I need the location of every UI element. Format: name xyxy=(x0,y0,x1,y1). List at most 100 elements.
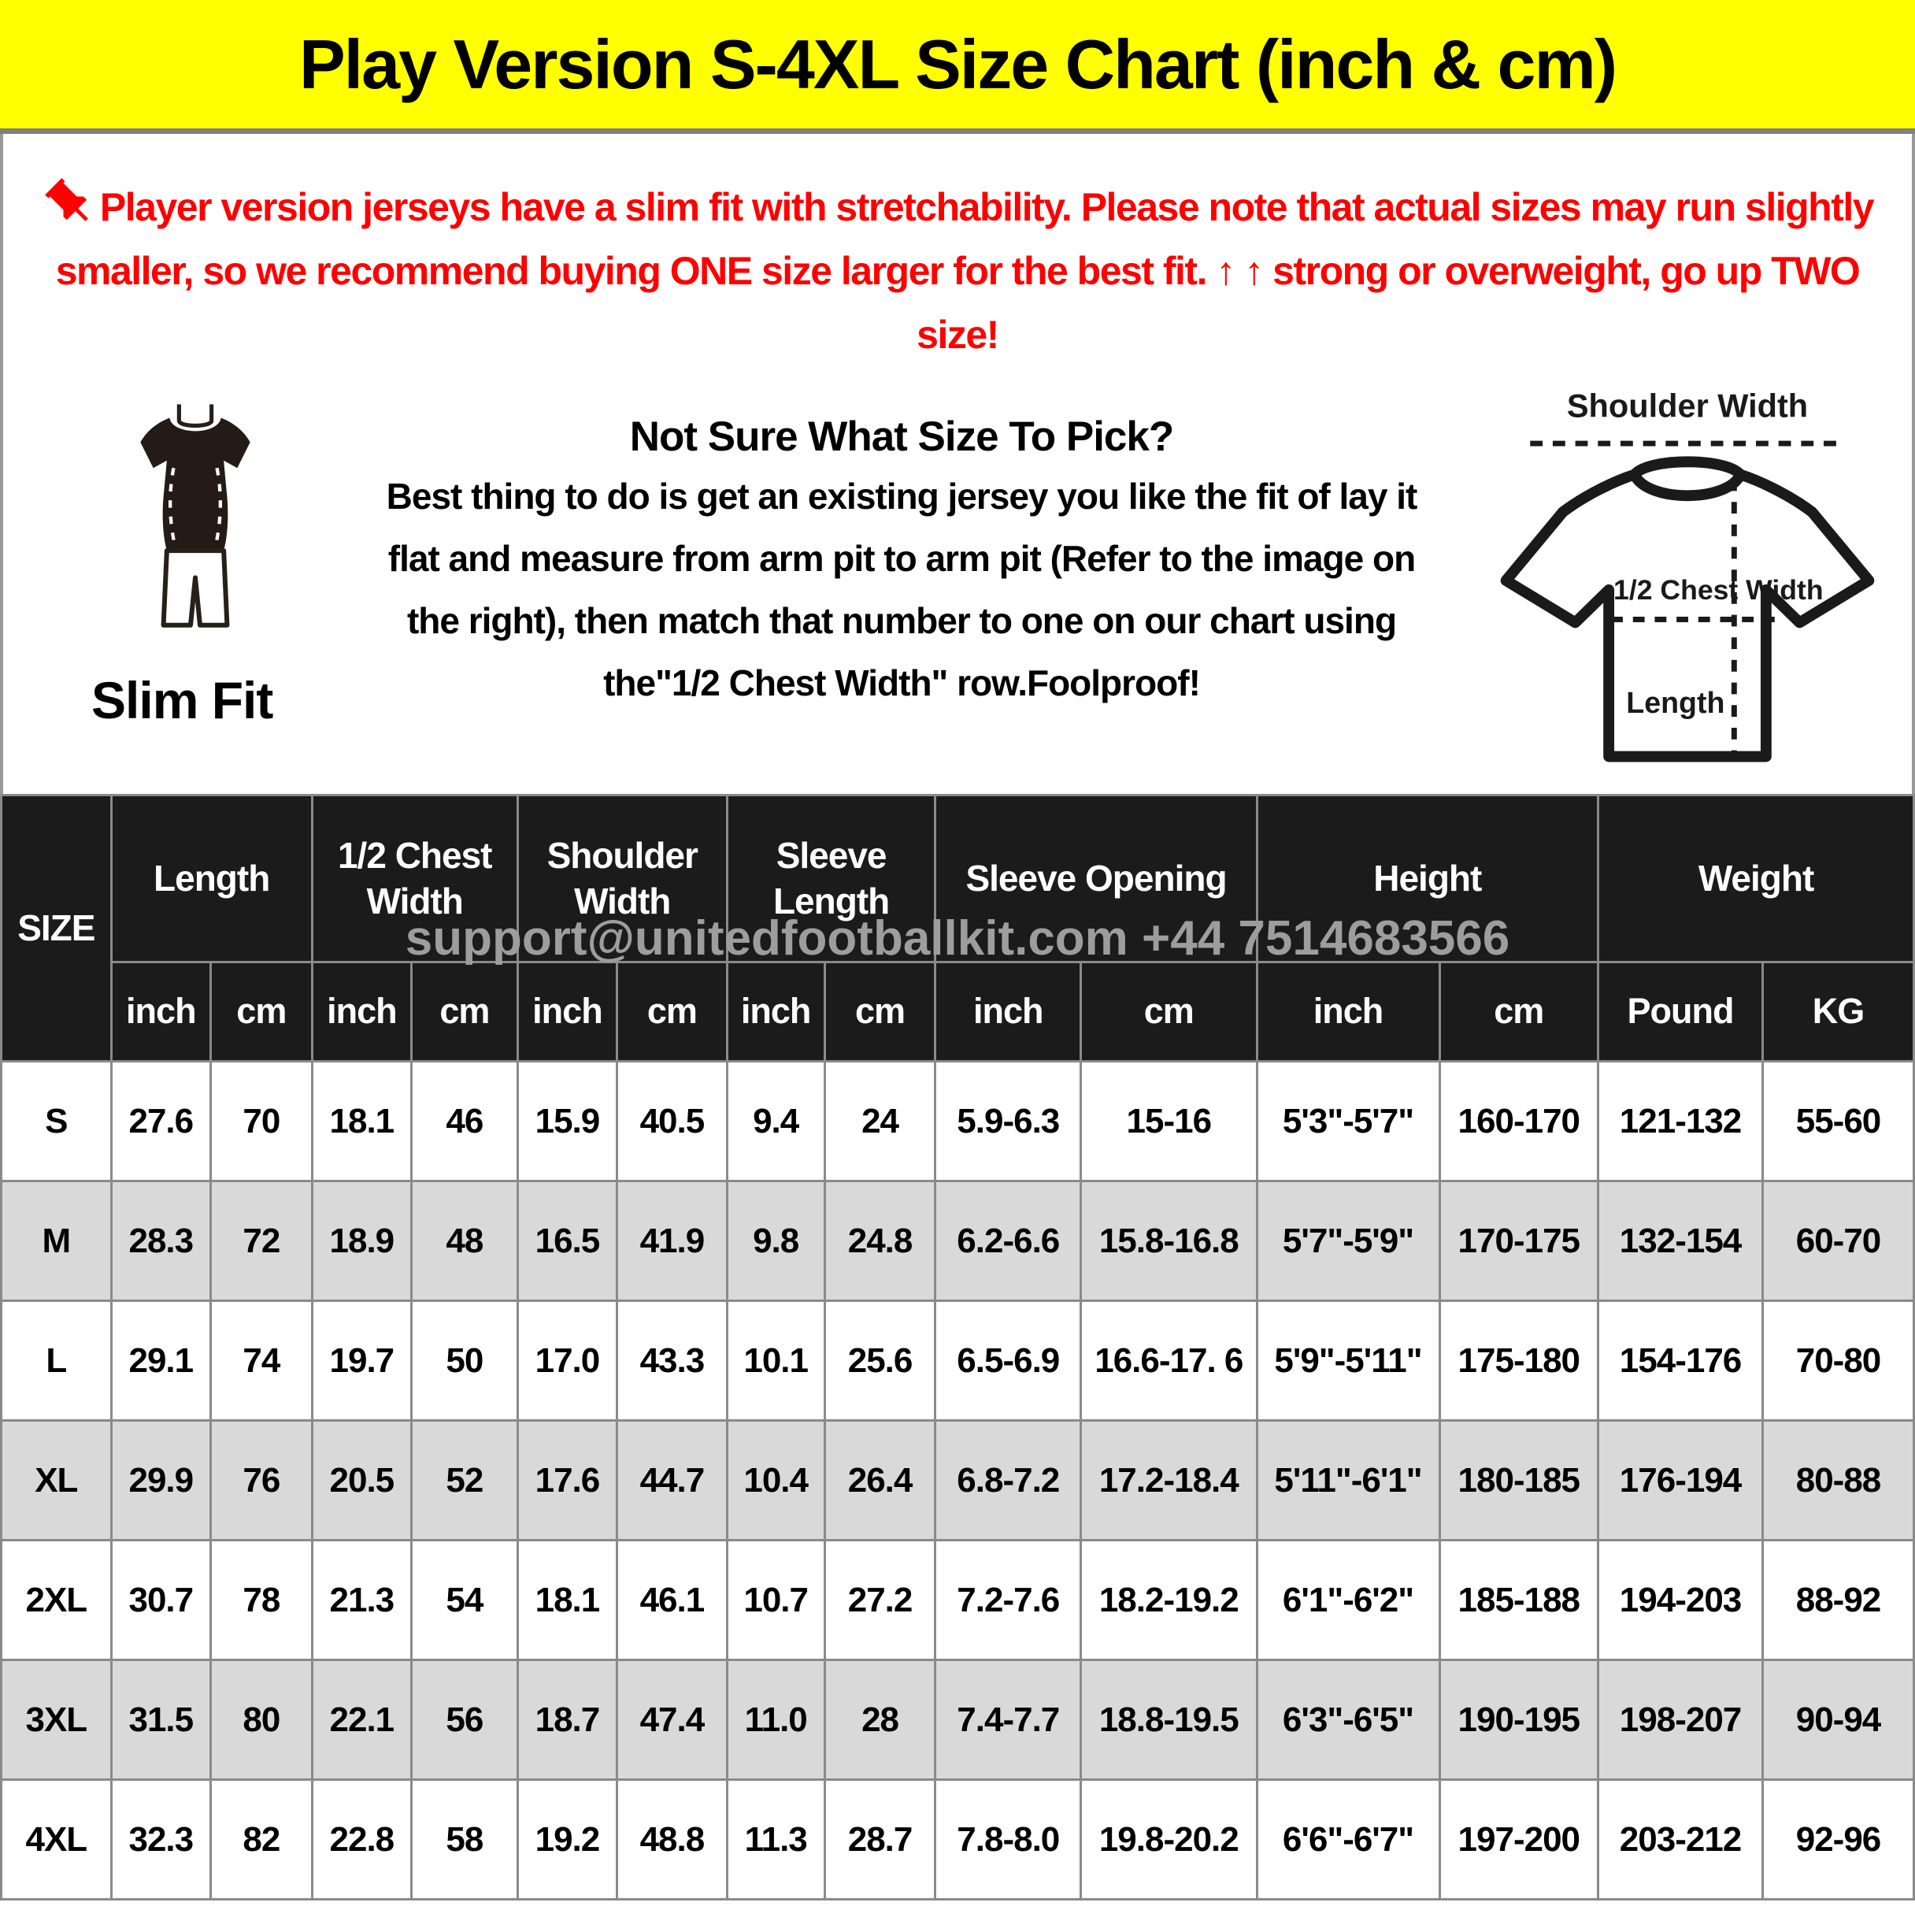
unit-header: KG xyxy=(1761,961,1915,1062)
value-cell: 25.6 xyxy=(823,1300,937,1422)
value-cell: 60-70 xyxy=(1761,1180,1915,1302)
value-cell: 194-203 xyxy=(1597,1539,1764,1661)
value-cell: 44.7 xyxy=(616,1419,728,1541)
table-group-header-row: SIZE Length 1/2 Chest Width Shoulder Wid… xyxy=(0,794,1915,1062)
value-cell: 20.5 xyxy=(310,1419,413,1541)
value-cell: 78 xyxy=(209,1539,313,1661)
notice-post-arrow: strong or overweight, go up TWO size! xyxy=(917,249,1861,357)
value-cell: 170-175 xyxy=(1438,1180,1600,1302)
value-cell: 7.2-7.6 xyxy=(934,1539,1083,1661)
slim-fit-jersey-icon xyxy=(140,404,250,628)
value-cell: 17.0 xyxy=(516,1300,619,1422)
value-cell: 24.8 xyxy=(823,1180,937,1302)
unit-header: inch xyxy=(109,961,212,1062)
value-cell: 7.4-7.7 xyxy=(934,1659,1083,1781)
value-cell: 15.8-16.8 xyxy=(1080,1180,1258,1302)
value-cell: 203-212 xyxy=(1597,1778,1764,1900)
value-cell: 26.4 xyxy=(823,1419,937,1541)
size-chart-table: SIZE Length 1/2 Chest Width Shoulder Wid… xyxy=(0,794,1915,1900)
value-cell: 32.3 xyxy=(109,1778,212,1900)
group-header-weight: Weight xyxy=(1597,794,1915,963)
table-row: 3XL 31.5 80 22.1 56 18.7 47.4 11.0 28 7.4-7.7 18.8… xyxy=(0,1659,1915,1781)
value-cell: 82 xyxy=(209,1778,313,1900)
diagram-shoulder-label: Shoulder Width xyxy=(1567,387,1808,424)
value-cell: 48 xyxy=(409,1180,519,1302)
value-cell: 58 xyxy=(409,1778,519,1900)
value-cell: 9.8 xyxy=(725,1180,826,1302)
value-cell: 19.7 xyxy=(310,1300,413,1422)
value-cell: 5'9"-5'11" xyxy=(1255,1300,1441,1422)
value-cell: 121-132 xyxy=(1597,1060,1764,1182)
unit-header: inch xyxy=(516,961,619,1062)
unit-header: inch xyxy=(934,961,1083,1062)
unit-header: inch xyxy=(1255,961,1441,1062)
value-cell: 22.1 xyxy=(310,1659,413,1781)
value-cell: 198-207 xyxy=(1597,1659,1764,1781)
value-cell: 28 xyxy=(823,1659,937,1781)
value-cell: 5'7"-5'9" xyxy=(1255,1180,1441,1302)
value-cell: 22.8 xyxy=(310,1778,413,1900)
value-cell: 15.9 xyxy=(516,1060,619,1182)
value-cell: 180-185 xyxy=(1438,1419,1600,1541)
table-row: M 28.3 72 18.9 48 16.5 41.9 9.8 24.8 6.2-6.6 15.8-… xyxy=(0,1180,1915,1302)
value-cell: 74 xyxy=(209,1300,313,1422)
pushpin-icon xyxy=(45,178,88,221)
value-cell: 46 xyxy=(409,1060,519,1182)
unit-header: inch xyxy=(725,961,826,1062)
value-cell: 47.4 xyxy=(616,1659,728,1781)
up-arrows-icon: ↑ ↑ xyxy=(1216,249,1264,293)
value-cell: 5'11"-6'1" xyxy=(1255,1419,1441,1541)
group-header-sleeve-opening: Sleeve Opening xyxy=(934,794,1258,963)
value-cell: 29.9 xyxy=(109,1419,212,1541)
group-header-sleeve-length: Sleeve Length xyxy=(725,794,937,963)
value-cell: 76 xyxy=(209,1419,313,1541)
value-cell: 7.8-8.0 xyxy=(934,1778,1083,1900)
value-cell: 16.6-17. 6 xyxy=(1080,1300,1258,1422)
unit-header: Pound xyxy=(1597,961,1764,1062)
value-cell: 18.1 xyxy=(516,1539,619,1661)
value-cell: 132-154 xyxy=(1597,1180,1764,1302)
measurement-diagram-block: Shoulder Width 1/2 Chest Width Length xyxy=(1469,372,1912,794)
value-cell: 18.2-19.2 xyxy=(1080,1539,1258,1661)
value-cell: 21.3 xyxy=(310,1539,413,1661)
value-cell: 19.8-20.2 xyxy=(1080,1778,1258,1900)
value-cell: 160-170 xyxy=(1438,1060,1600,1182)
value-cell: 24 xyxy=(823,1060,937,1182)
unit-header: cm xyxy=(616,961,728,1062)
sizing-instructions: Not Sure What Size To Pick? Best thing t… xyxy=(334,372,1469,794)
value-cell: 190-195 xyxy=(1438,1659,1600,1781)
size-cell: 4XL xyxy=(0,1778,113,1900)
size-cell: L xyxy=(0,1300,113,1422)
value-cell: 27.6 xyxy=(109,1060,212,1182)
value-cell: 90-94 xyxy=(1761,1659,1915,1781)
value-cell: 27.2 xyxy=(823,1539,937,1661)
value-cell: 28.3 xyxy=(109,1180,212,1302)
title-banner: Play Version S-4XL Size Chart (inch & cm… xyxy=(0,0,1915,134)
value-cell: 54 xyxy=(409,1539,519,1661)
value-cell: 70 xyxy=(209,1060,313,1182)
value-cell: 18.8-19.5 xyxy=(1080,1659,1258,1781)
size-column-header: SIZE xyxy=(0,794,113,1062)
unit-header: cm xyxy=(209,961,313,1062)
value-cell: 176-194 xyxy=(1597,1419,1764,1541)
value-cell: 6'1"-6'2" xyxy=(1255,1539,1441,1661)
size-cell: 3XL xyxy=(0,1659,113,1781)
instructions-body: Best thing to do is get an existing jers… xyxy=(386,476,1418,704)
value-cell: 11.3 xyxy=(725,1778,826,1900)
value-cell: 46.1 xyxy=(616,1539,728,1661)
group-header-height: Height xyxy=(1255,794,1600,963)
table-row: XL 29.9 76 20.5 52 17.6 44.7 10.4 26.4 6.8-7.2 17.… xyxy=(0,1419,1915,1541)
group-header-length: Length xyxy=(109,794,313,963)
diagram-chest-label: 1/2 Chest Width xyxy=(1613,574,1824,606)
size-cell: M xyxy=(0,1180,113,1302)
value-cell: 18.7 xyxy=(516,1659,619,1781)
value-cell: 17.2-18.4 xyxy=(1080,1419,1258,1541)
value-cell: 197-200 xyxy=(1438,1778,1600,1900)
value-cell: 11.0 xyxy=(725,1659,826,1781)
table-row: S 27.6 70 18.1 46 15.9 40.5 9.4 24 5.9-6.3 15-16 5'… xyxy=(0,1060,1915,1182)
unit-header: cm xyxy=(823,961,937,1062)
value-cell: 40.5 xyxy=(616,1060,728,1182)
value-cell: 50 xyxy=(409,1300,519,1422)
unit-header: cm xyxy=(1080,961,1258,1062)
value-cell: 72 xyxy=(209,1180,313,1302)
